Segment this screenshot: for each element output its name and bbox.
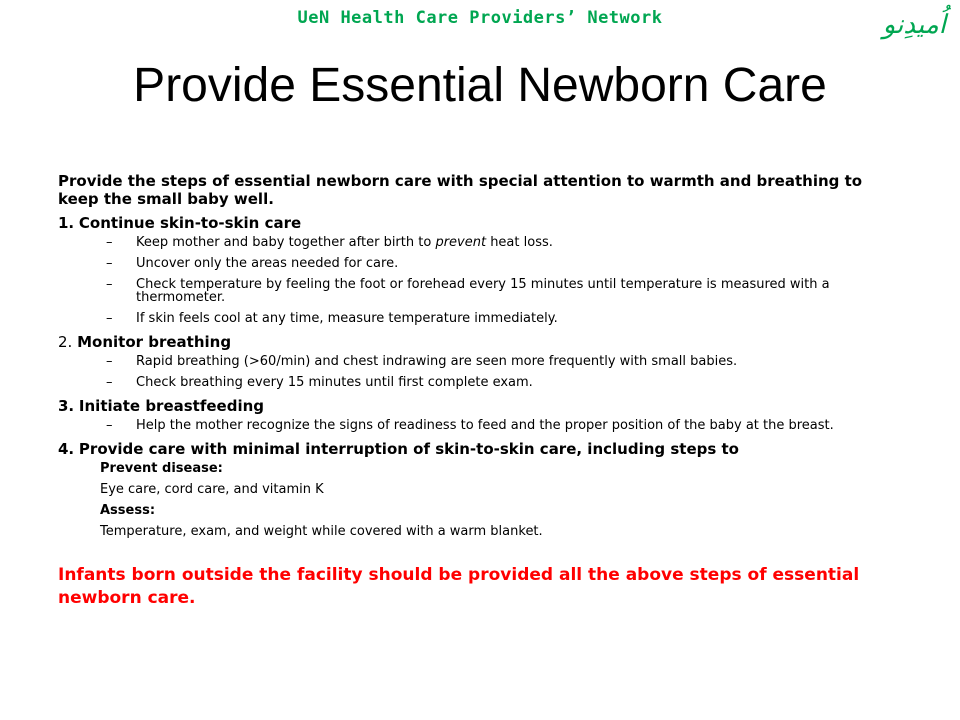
slide-title: Provide Essential Newborn Care bbox=[133, 59, 827, 112]
dash-marker: – bbox=[106, 418, 113, 433]
list-item-text: Uncover only the areas needed for care. bbox=[136, 256, 399, 271]
assess-text: Temperature, exam, and weight while cove… bbox=[100, 524, 543, 539]
prevent-disease-heading: Prevent disease: bbox=[100, 461, 223, 476]
dash-marker: – bbox=[106, 256, 113, 271]
list-item-text: heat loss. bbox=[486, 235, 553, 250]
list-item: – If skin feels cool at any time, measur… bbox=[58, 312, 898, 325]
step-1-list: – Keep mother and baby together after bi… bbox=[58, 236, 898, 325]
network-header: UeN Health Care Providers’ Network bbox=[297, 8, 663, 28]
list-item: – Uncover only the areas needed for care… bbox=[58, 257, 898, 270]
list-item-text: Check temperature by feeling the foot or… bbox=[136, 277, 830, 305]
dash-marker: – bbox=[106, 235, 113, 250]
list-item: – Rapid breathing (>60/min) and chest in… bbox=[58, 355, 898, 368]
slide-content: Provide the steps of essential newborn c… bbox=[58, 172, 898, 610]
list-item: – Keep mother and baby together after bi… bbox=[58, 236, 898, 249]
step-3: 3. Initiate breastfeeding bbox=[58, 397, 898, 415]
assess-heading: Assess: bbox=[100, 503, 156, 518]
dash-marker: – bbox=[106, 311, 113, 326]
emphasis-text: prevent bbox=[435, 235, 487, 250]
step-2-list: – Rapid breathing (>60/min) and chest in… bbox=[58, 355, 898, 389]
step-label: Monitor breathing bbox=[77, 333, 232, 351]
dash-marker: – bbox=[106, 277, 113, 292]
prevent-disease-text: Eye care, cord care, and vitamin K bbox=[100, 482, 324, 497]
dash-marker: – bbox=[106, 375, 113, 390]
step-number: 3. bbox=[58, 397, 75, 415]
step-1: 1. Continue skin-to-skin care bbox=[58, 214, 898, 232]
list-item-text: Keep mother and baby together after birt… bbox=[136, 235, 436, 250]
step-number: 4. bbox=[58, 440, 75, 458]
facility-note: Infants born outside the facility should… bbox=[58, 565, 860, 608]
dash-marker: – bbox=[106, 354, 113, 369]
step-label: Initiate breastfeeding bbox=[78, 397, 265, 415]
step-number: 2. bbox=[58, 333, 73, 351]
list-item-text: Rapid breathing (>60/min) and chest indr… bbox=[136, 354, 738, 369]
list-item-text: Check breathing every 15 minutes until f… bbox=[136, 375, 533, 390]
logo: اُمیدِنو bbox=[882, 10, 946, 40]
step-2: 2. Monitor breathing bbox=[58, 333, 898, 351]
list-item: – Check temperature by feeling the foot … bbox=[58, 278, 898, 304]
intro-text: Provide the steps of essential newborn c… bbox=[58, 172, 863, 208]
list-item-text: Help the mother recognize the signs of r… bbox=[136, 418, 834, 433]
list-item-text: If skin feels cool at any time, measure … bbox=[136, 311, 558, 326]
step-3-list: – Help the mother recognize the signs of… bbox=[58, 419, 898, 432]
list-item: – Help the mother recognize the signs of… bbox=[58, 419, 898, 432]
step-4: 4. Provide care with minimal interruptio… bbox=[58, 440, 898, 458]
step-label: Provide care with minimal interruption o… bbox=[78, 440, 739, 458]
list-item: – Check breathing every 15 minutes until… bbox=[58, 376, 898, 389]
step-number: 1. bbox=[58, 214, 75, 232]
step-label: Continue skin-to-skin care bbox=[78, 214, 302, 232]
